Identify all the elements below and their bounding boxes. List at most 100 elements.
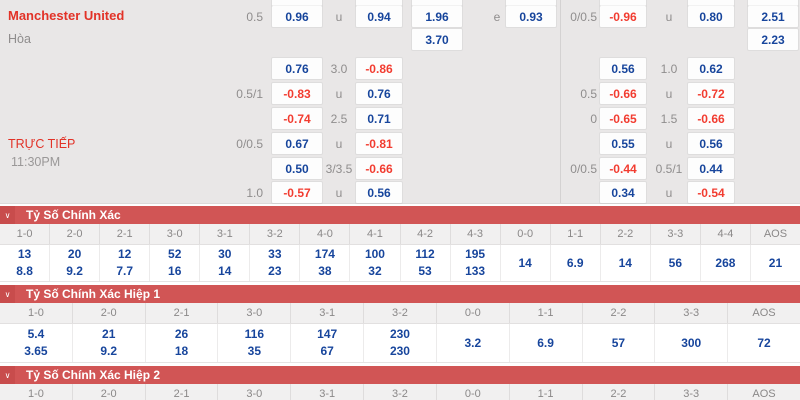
handicap-label: u [665,86,673,101]
score-sections: ∨ Tỷ Số Chính Xác 1-0 2-0 2-1 3-0 3-1 3-2 4-0 4-1… [0,204,800,400]
score-odds-cell[interactable]: 6.9 [510,324,583,362]
score-odds-cell[interactable]: 116 35 [218,324,292,362]
score-header-cell: 3-2 [364,384,437,400]
chevron-down-icon: ∨ [0,206,15,224]
draw-label: Hòa [8,32,31,46]
handicap-label: 1.5 [660,111,678,126]
match-time: 11:30PM [11,155,61,169]
odds-cell[interactable]: 0.62 [688,58,734,79]
score-odds-cell[interactable]: 14 [601,245,651,281]
odds-cell[interactable]: 0.93 [506,6,556,27]
score-odds-cell[interactable]: 174 38 [300,245,351,281]
odds-cell[interactable]: -0.54 [688,182,734,203]
handicap-label: u [665,185,673,200]
handicap-label: 3/3.5 [325,161,353,176]
handicap-label: e [493,9,501,24]
odds-cell[interactable]: 3.70 [412,29,462,50]
odds-cell[interactable]: 0.44 [688,158,734,179]
section-banner[interactable]: ∨ Tỷ Số Chính Xác Hiệp 2 [0,366,800,384]
odds-cell[interactable]: -0.66 [356,158,402,179]
odds-cell[interactable]: 0.34 [600,182,646,203]
odds-cell[interactable]: -0.96 [600,6,646,27]
odds-cell[interactable]: -0.86 [356,58,402,79]
odds-cell[interactable]: 0.71 [356,108,402,129]
odds-cell[interactable]: -0.83 [272,83,322,104]
score-odds-cell[interactable]: 21 [768,255,783,270]
score-header-cell: 4-4 [701,224,751,244]
odds-cell[interactable]: 0.56 [356,182,402,203]
score-header-cell: 3-3 [655,384,729,400]
section-banner[interactable]: ∨ Tỷ Số Chính Xác [0,206,800,224]
score-odds-cell[interactable]: 21 9.2 [73,324,146,362]
score-header-cell: 2-0 [73,384,146,400]
odds-cell[interactable]: 2.51 [748,6,798,27]
score-header-cell: 0-0 [501,224,551,244]
score-odds-cell[interactable]: 195 133 [451,245,501,281]
score-odds-cell[interactable]: 3.2 [437,324,510,362]
score-odds-cell[interactable]: 26 18 [146,324,219,362]
handicap-label: 0/0.5 [570,9,597,24]
odds-cell[interactable]: 1.96 [412,6,462,27]
handicap-label: 0/0.5 [570,161,597,176]
odds-cell[interactable]: 0.76 [356,83,402,104]
cutoff-odds-cell [688,0,734,6]
odds-cell[interactable]: 0.67 [272,133,322,154]
odds-cell[interactable]: -0.57 [272,182,322,203]
section-banner[interactable]: ∨ Tỷ Số Chính Xác Hiệp 1 [0,285,800,303]
score-odds-cell[interactable]: 13 8.8 [0,245,51,281]
odds-cell[interactable]: -0.74 [272,108,322,129]
board-divider [560,0,561,203]
odds-cell[interactable]: -0.66 [688,108,734,129]
score-header-cell: 1-0 [0,224,51,244]
score-odds-cell[interactable]: 112 53 [401,245,451,281]
score-header-cell: 4-2 [401,224,451,244]
score-odds-cell[interactable]: 57 [583,324,656,362]
score-odds-cell[interactable]: 72 [757,335,771,350]
score-header-cell: 2-2 [583,303,656,323]
odds-cell[interactable]: 0.55 [600,133,646,154]
score-odds-cell[interactable]: 147 67 [291,324,365,362]
handicap-label: u [665,136,673,151]
handicap-label: u [335,185,343,200]
odds-cell[interactable]: 2.23 [748,29,798,50]
section-title: Tỷ Số Chính Xác [26,208,121,222]
score-odds-cell[interactable]: 33 23 [250,245,301,281]
score-odds-cell[interactable]: 20 9.2 [50,245,101,281]
score-odds-cell[interactable]: 100 32 [350,245,401,281]
handicap-label: 0.5/1 [655,161,683,176]
score-header-cell: 3-0 [150,224,201,244]
score-odds-cell[interactable]: 300 [655,324,729,362]
score-header-cell: 1-1 [510,384,583,400]
odds-cell[interactable]: -0.44 [600,158,646,179]
score-odds-cell[interactable]: 14 [501,245,551,281]
score-header-cell: 4-3 [451,224,501,244]
handicap-label: 1.0 [660,61,678,76]
odds-cell[interactable]: 0.56 [688,133,734,154]
score-odds-cell[interactable]: 230 230 [364,324,437,362]
score-odds-cell[interactable]: 52 16 [150,245,201,281]
odds-cell[interactable]: 0.94 [356,6,402,27]
odds-board: Manchester United Hòa TRỰC TIẾP 11:30PM … [0,0,800,204]
score-header-cell: AOS [752,388,776,400]
odds-cell[interactable]: 0.56 [600,58,646,79]
score-header-cell: 3-2 [364,303,437,323]
handicap-label: u [335,9,343,24]
score-odds-cell[interactable]: 30 14 [200,245,251,281]
odds-cell[interactable]: 0.96 [272,6,322,27]
score-header-cell: 3-1 [291,303,365,323]
odds-cell[interactable]: -0.72 [688,83,734,104]
correct-score-section: ∨ Tỷ Số Chính Xác 1-0 2-0 2-1 3-0 3-1 3-2 4-0 4-1… [0,206,800,282]
score-odds-cell[interactable]: 268 [701,245,751,281]
odds-cell[interactable]: -0.66 [600,83,646,104]
score-odds-cell[interactable]: 6.9 [551,245,601,281]
odds-cell[interactable]: -0.65 [600,108,646,129]
odds-cell[interactable]: 0.80 [688,6,734,27]
handicap-label: 1.0 [246,185,263,200]
odds-cell[interactable]: -0.81 [356,133,402,154]
score-odds-cell[interactable]: 12 7.7 [100,245,151,281]
score-odds-cell[interactable]: 5.4 3.65 [0,324,73,362]
odds-cell[interactable]: 0.76 [272,58,322,79]
odds-cell[interactable]: 0.50 [272,158,322,179]
handicap-label: 0.5 [580,86,597,101]
score-odds-cell[interactable]: 56 [651,245,701,281]
